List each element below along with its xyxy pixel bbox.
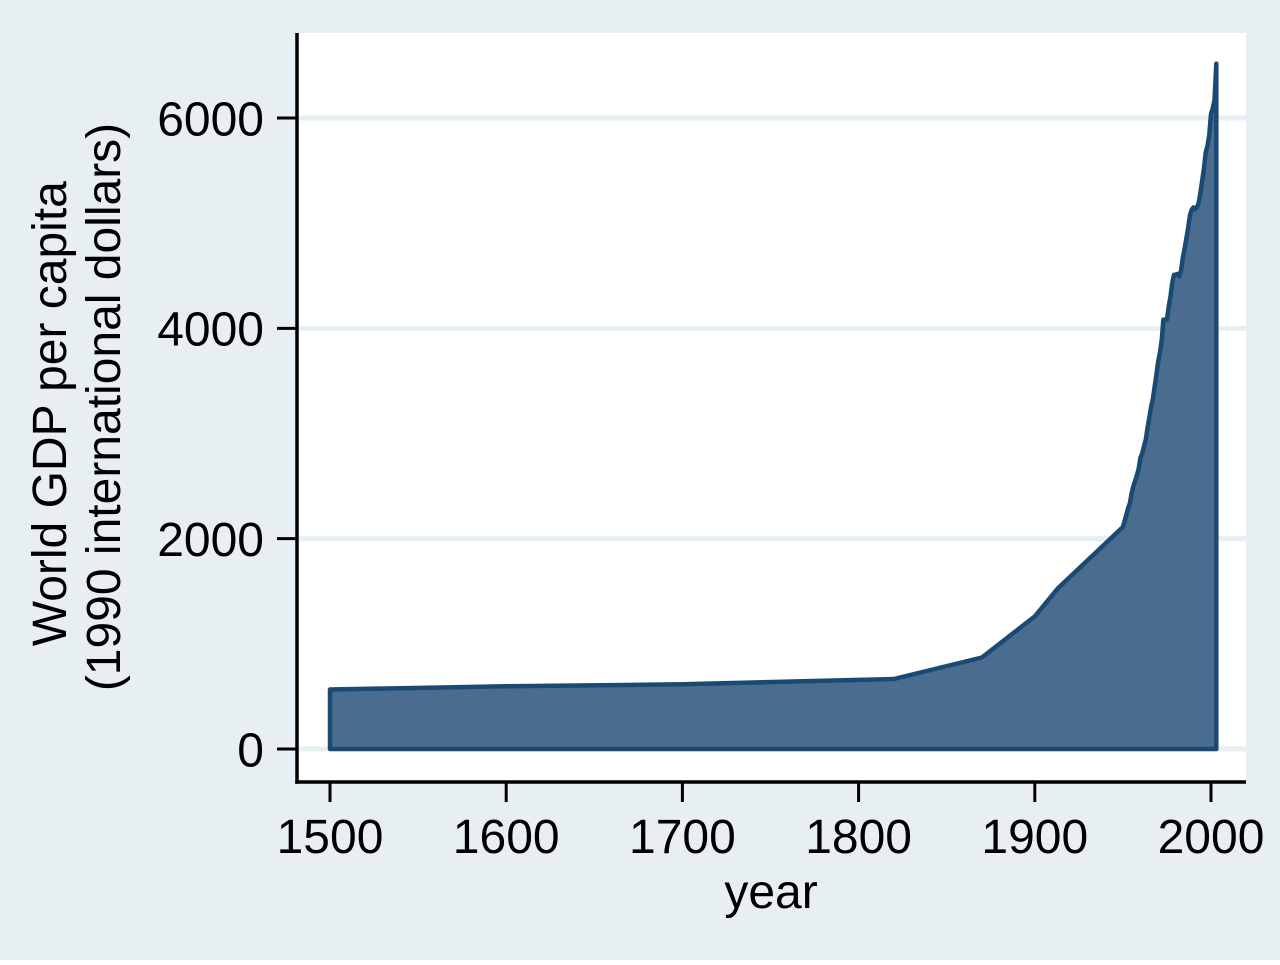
y-axis-title-line2: (1990 international dollars) bbox=[78, 123, 131, 691]
y-axis-ticks bbox=[277, 116, 297, 751]
y-tick-label-0: 0 bbox=[237, 724, 264, 777]
y-tick-label-6000: 6000 bbox=[157, 93, 264, 146]
x-tick-labels: 1500 1600 1700 1800 1900 2000 bbox=[277, 811, 1265, 864]
x-axis-title: year bbox=[724, 866, 817, 919]
axes bbox=[295, 33, 1246, 784]
x-tick-label-1800: 1800 bbox=[805, 811, 912, 864]
y-tick-label-4000: 4000 bbox=[157, 304, 264, 357]
y-tick-label-2000: 2000 bbox=[157, 514, 264, 567]
y-tick-labels: 0 2000 4000 6000 bbox=[157, 93, 264, 777]
y-axis-title-line1: World GDP per capita bbox=[24, 181, 77, 646]
gdp-area-polygon bbox=[327, 61, 1219, 752]
y-axis-title: World GDP per capita (1990 international… bbox=[24, 123, 131, 691]
x-tick-label-1600: 1600 bbox=[453, 811, 560, 864]
x-tick-label-1900: 1900 bbox=[981, 811, 1088, 864]
x-axis-ticks bbox=[328, 782, 1213, 802]
x-tick-label-2000: 2000 bbox=[1158, 811, 1265, 864]
x-tick-label-1500: 1500 bbox=[277, 811, 384, 864]
area-series bbox=[327, 61, 1219, 752]
x-tick-label-1700: 1700 bbox=[629, 811, 736, 864]
